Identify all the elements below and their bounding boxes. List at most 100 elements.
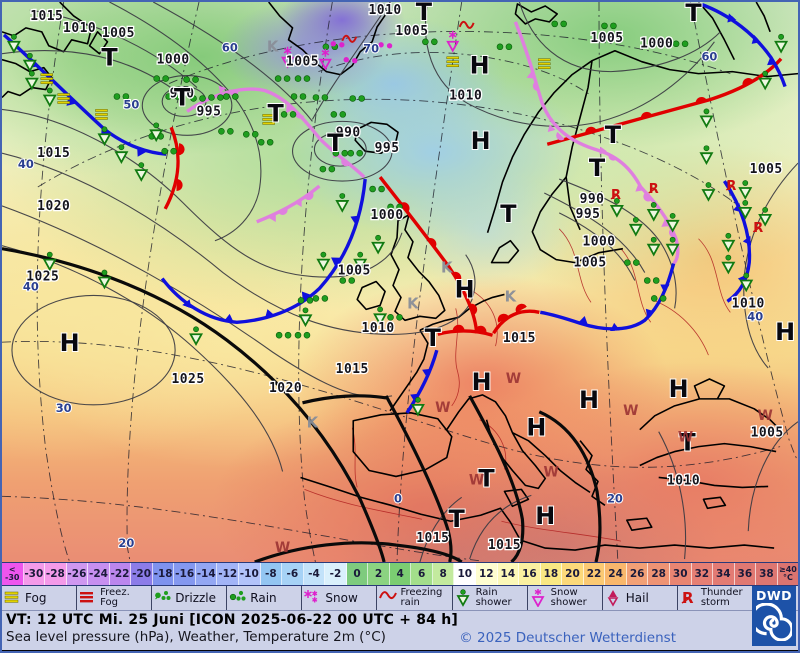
scale-cell: 8	[432, 563, 455, 585]
dwd-logo: DWD	[752, 586, 796, 646]
high-center-label: H	[669, 375, 689, 403]
weather-fronts	[2, 2, 787, 414]
air-mass-label: K	[407, 294, 419, 312]
hail-icon	[607, 590, 619, 607]
scale-cell: ≥40 °C	[777, 563, 798, 585]
shower-symbol	[721, 232, 736, 253]
scale-cell: -6	[282, 563, 304, 585]
scale-cell: 32	[691, 563, 714, 585]
fog-symbol	[95, 109, 108, 120]
magdots-symbol	[378, 42, 393, 49]
isobar-label: 990	[336, 125, 361, 140]
rain-symbol	[422, 38, 438, 46]
rain-symbol	[643, 277, 660, 284]
low-center-label: T	[449, 505, 466, 533]
air-mass-label: W	[275, 540, 290, 556]
scale-cell: 28	[648, 563, 670, 585]
isobar-label: 1000	[157, 53, 190, 68]
legend-item-snow-shower: Snow shower	[526, 586, 602, 610]
scale-cell: 34	[713, 563, 735, 585]
rain-symbol	[294, 75, 311, 82]
magshower-symbol	[318, 48, 332, 71]
shower-symbol	[758, 207, 773, 227]
low-center-label: T	[416, 2, 433, 26]
fog-symbol	[446, 56, 459, 68]
legend-item-label: Fog	[25, 591, 47, 605]
shower-symbol	[699, 145, 714, 165]
shower-symbol	[97, 269, 112, 290]
rain-symbol	[294, 331, 311, 339]
scale-cell: -30	[23, 563, 46, 585]
scale-cell: 30	[669, 563, 692, 585]
shower-symbol	[721, 254, 736, 275]
rain-symbol	[257, 138, 274, 146]
legend-item-rain-shower: Rain shower	[451, 586, 527, 610]
rain-symbol	[312, 295, 329, 302]
scale-cell: 2	[368, 563, 390, 585]
rain-symbol	[496, 43, 513, 51]
rain-icon	[230, 590, 246, 601]
isobar-label: 1015	[336, 362, 369, 377]
svg-text:R: R	[682, 589, 694, 607]
thunder-symbol: R	[610, 188, 621, 203]
shower-symbol	[24, 70, 39, 91]
isobar-label: 1010	[63, 21, 96, 36]
graticule-label: 50	[123, 97, 139, 111]
isobar-label: 1015	[488, 538, 521, 553]
thunder-symbol: R	[752, 221, 763, 236]
graticule-label: 40	[23, 279, 39, 293]
legend-item-label: Drizzle	[175, 591, 217, 605]
high-center-label: H	[472, 368, 492, 396]
dwd-spiral-icon	[756, 603, 792, 641]
isobar-label: 1005	[590, 31, 623, 46]
rain-symbol	[274, 75, 291, 82]
shower-symbol	[353, 251, 368, 272]
air-mass-label: W	[678, 430, 693, 446]
shower-symbol	[373, 306, 388, 327]
freezing-rain-icon	[379, 591, 398, 599]
scale-cell: 16	[519, 563, 541, 585]
scale-cell: -24	[88, 563, 110, 585]
isobar-label: 990	[170, 86, 195, 101]
scale-cell: 10	[454, 563, 477, 585]
legend-item-fog: Fog	[2, 586, 76, 610]
isobar-label: 1005	[338, 264, 371, 279]
isobar-label: 1010	[369, 3, 402, 18]
shower-symbol	[410, 396, 425, 417]
high-center-label: H	[579, 386, 599, 414]
low-center-label: T	[174, 83, 191, 111]
shower-symbol	[42, 87, 57, 108]
graticule-label: 40	[747, 309, 763, 323]
rain-symbol	[650, 295, 667, 302]
frzrain-symbol	[458, 20, 475, 29]
scale-cell: -12	[217, 563, 240, 585]
scale-cell: -22	[109, 563, 132, 585]
scale-cell: 6	[411, 563, 433, 585]
scale-cell: -20	[131, 563, 153, 585]
rain-symbol	[290, 93, 307, 100]
graticule-label: 60	[222, 41, 238, 55]
isobar-label: 1020	[37, 199, 70, 214]
high-center-label: H	[775, 318, 795, 346]
scale-cell: -18	[152, 563, 175, 585]
air-mass-label: W	[623, 403, 638, 419]
air-mass-label: W	[435, 400, 450, 416]
shower-symbol	[665, 212, 680, 233]
scale-cell: -2	[325, 563, 347, 585]
scale-cell: 0	[346, 563, 369, 585]
scale-cell: < -30	[2, 563, 24, 585]
rain-symbol	[190, 95, 206, 102]
isobar-label: 990	[580, 192, 605, 207]
isobar-label: 1000	[371, 208, 404, 223]
scale-cell: 4	[389, 563, 412, 585]
low-center-label: T	[500, 200, 517, 228]
dwd-logo-text: DWD	[755, 588, 793, 603]
rain-symbol	[601, 22, 617, 30]
shower-symbol	[114, 144, 129, 164]
shower-symbol	[609, 198, 624, 218]
snow-icon	[304, 590, 318, 603]
shower-symbol	[6, 33, 21, 54]
air-mass-label: W	[506, 371, 521, 387]
scale-cell: -14	[195, 563, 218, 585]
frzrain-symbol	[341, 34, 358, 43]
